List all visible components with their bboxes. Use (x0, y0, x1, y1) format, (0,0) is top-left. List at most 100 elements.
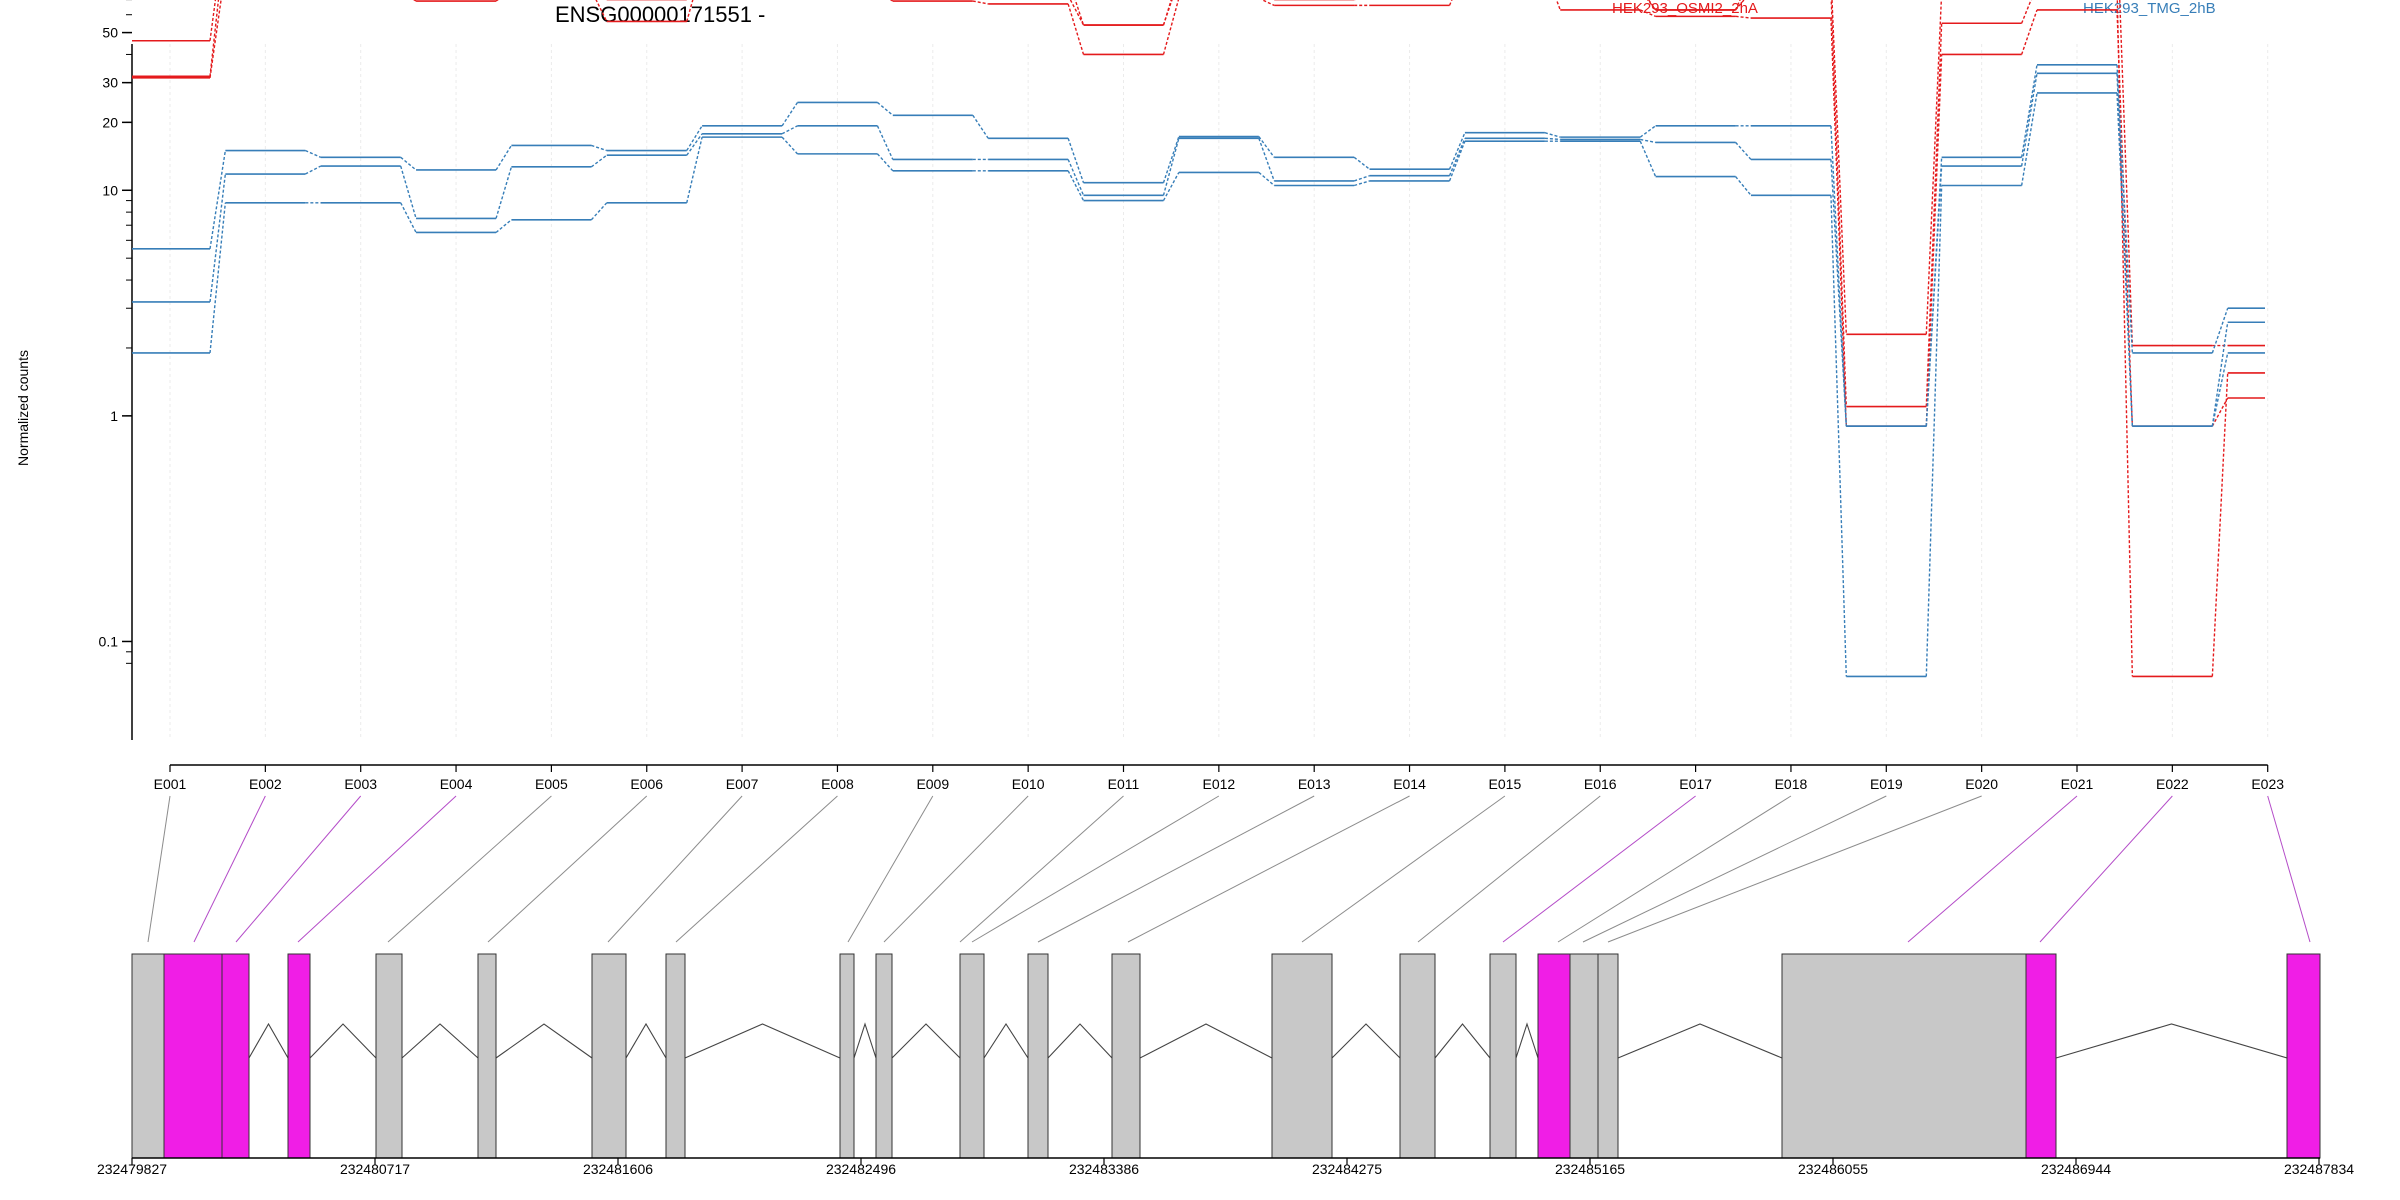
exon-connector (1127, 795, 1410, 943)
series-step (2020, 73, 2038, 167)
series-step (305, 165, 322, 175)
series-step (2211, 372, 2229, 677)
x-tick-label: E014 (1393, 776, 1426, 792)
exon-box (1537, 953, 1571, 1159)
series-line (132, 63, 2265, 427)
x-tick-label: E016 (1584, 776, 1617, 792)
series-step (1639, 140, 1657, 177)
y-tick-label: 30 (102, 75, 118, 91)
coordinate-label: 232487834 (2284, 1161, 2354, 1177)
exon-box (1271, 953, 1333, 1159)
exon-box (2025, 953, 2057, 1159)
series-step (2211, 352, 2229, 427)
intron-line (983, 1022, 1029, 1059)
series-step (1735, 0, 1745, 11)
series-step (1925, 23, 1943, 407)
series-step (1067, 170, 1085, 201)
intron-line (495, 1023, 593, 1059)
y-axis-label: Normalized counts (15, 350, 31, 466)
exon-box (1399, 953, 1436, 1159)
series-step (1925, 54, 1943, 427)
series-step (2020, 9, 2038, 55)
exon-connector (297, 795, 457, 943)
coordinate-label: 232484275 (1312, 1161, 1382, 1177)
x-tick-label: E002 (249, 776, 282, 792)
series-step (209, 0, 220, 77)
intron-line (248, 1022, 289, 1059)
series-step (209, 173, 227, 302)
intron-line (1515, 1022, 1539, 1059)
intron-line (891, 1023, 961, 1059)
grid-lines (169, 44, 2269, 740)
coordinate-label: 232485165 (1555, 1161, 1625, 1177)
legend-label-tmg: HEK293_TMG_2hB (2083, 0, 2216, 17)
series-step (1260, 0, 1275, 7)
series-step (686, 136, 703, 203)
series-step (1069, 0, 1085, 26)
series-step (209, 150, 227, 249)
x-tick-label: E022 (2156, 776, 2189, 792)
series-step (1448, 138, 1466, 176)
x-tick-label: E018 (1775, 776, 1808, 792)
exon-box (1027, 953, 1049, 1159)
x-tick-label: E019 (1870, 776, 1903, 792)
x-tick-label: E012 (1202, 776, 1235, 792)
exon-connector (1907, 795, 2078, 943)
series-line (132, 0, 2265, 427)
series-step (781, 136, 798, 155)
exon-box (131, 953, 165, 1159)
series-step (1734, 0, 1741, 11)
exon-connector (959, 795, 1124, 943)
exon-box (959, 953, 985, 1159)
series-step (1830, 159, 1847, 427)
exon-box (839, 953, 855, 1159)
series-step (1830, 18, 1847, 427)
exon-connector (883, 795, 1029, 943)
intron-line (2055, 1023, 2288, 1059)
series-step (1544, 132, 1561, 138)
intron-line (401, 1023, 479, 1059)
series-step (305, 149, 321, 158)
series-step (1448, 132, 1466, 170)
series-step (1544, 137, 1561, 141)
series-step (781, 125, 798, 135)
exon-connector (387, 795, 552, 943)
exon-box (287, 953, 311, 1159)
x-tick-label: E015 (1489, 776, 1522, 792)
exon-connector (235, 795, 362, 943)
exon-box (665, 953, 686, 1159)
exon-connector (607, 795, 743, 943)
series-step (1162, 0, 1172, 26)
exon-connector (1582, 795, 1887, 943)
series-line (132, 0, 2265, 678)
x-tick-label: E011 (1108, 776, 1140, 792)
exon-box (375, 953, 403, 1159)
x-tick-label: E008 (821, 776, 854, 792)
y-tick-label: 50 (102, 25, 118, 41)
series-step (400, 202, 417, 233)
exon-connector (147, 795, 171, 943)
exon-connector (487, 795, 648, 943)
series-step (2211, 308, 2229, 354)
series-line (132, 72, 2265, 427)
series-step (876, 125, 894, 160)
series-step (1448, 140, 1466, 182)
intron-line (1331, 1023, 1401, 1059)
coordinate-label: 232481606 (583, 1161, 653, 1177)
gene-model (131, 953, 2321, 1159)
coordinate-label: 232483386 (1069, 1161, 1139, 1177)
series-step (1162, 172, 1180, 201)
series-step (1162, 136, 1180, 183)
y-tick-label: 20 (102, 114, 118, 130)
series-step (209, 202, 227, 354)
coordinate-label: 232486944 (2041, 1161, 2111, 1177)
x-tick-label: E001 (154, 776, 187, 792)
genomic-coordinate-labels: 232479827 232480717 232481606 232482496 2324… (97, 1158, 2354, 1177)
exon-connector (2267, 795, 2311, 943)
x-tick-label: E005 (535, 776, 568, 792)
coordinate-label: 232479827 (97, 1161, 167, 1177)
series-step (1925, 0, 1943, 335)
exon-box (163, 953, 223, 1159)
intron-line (1434, 1023, 1491, 1059)
